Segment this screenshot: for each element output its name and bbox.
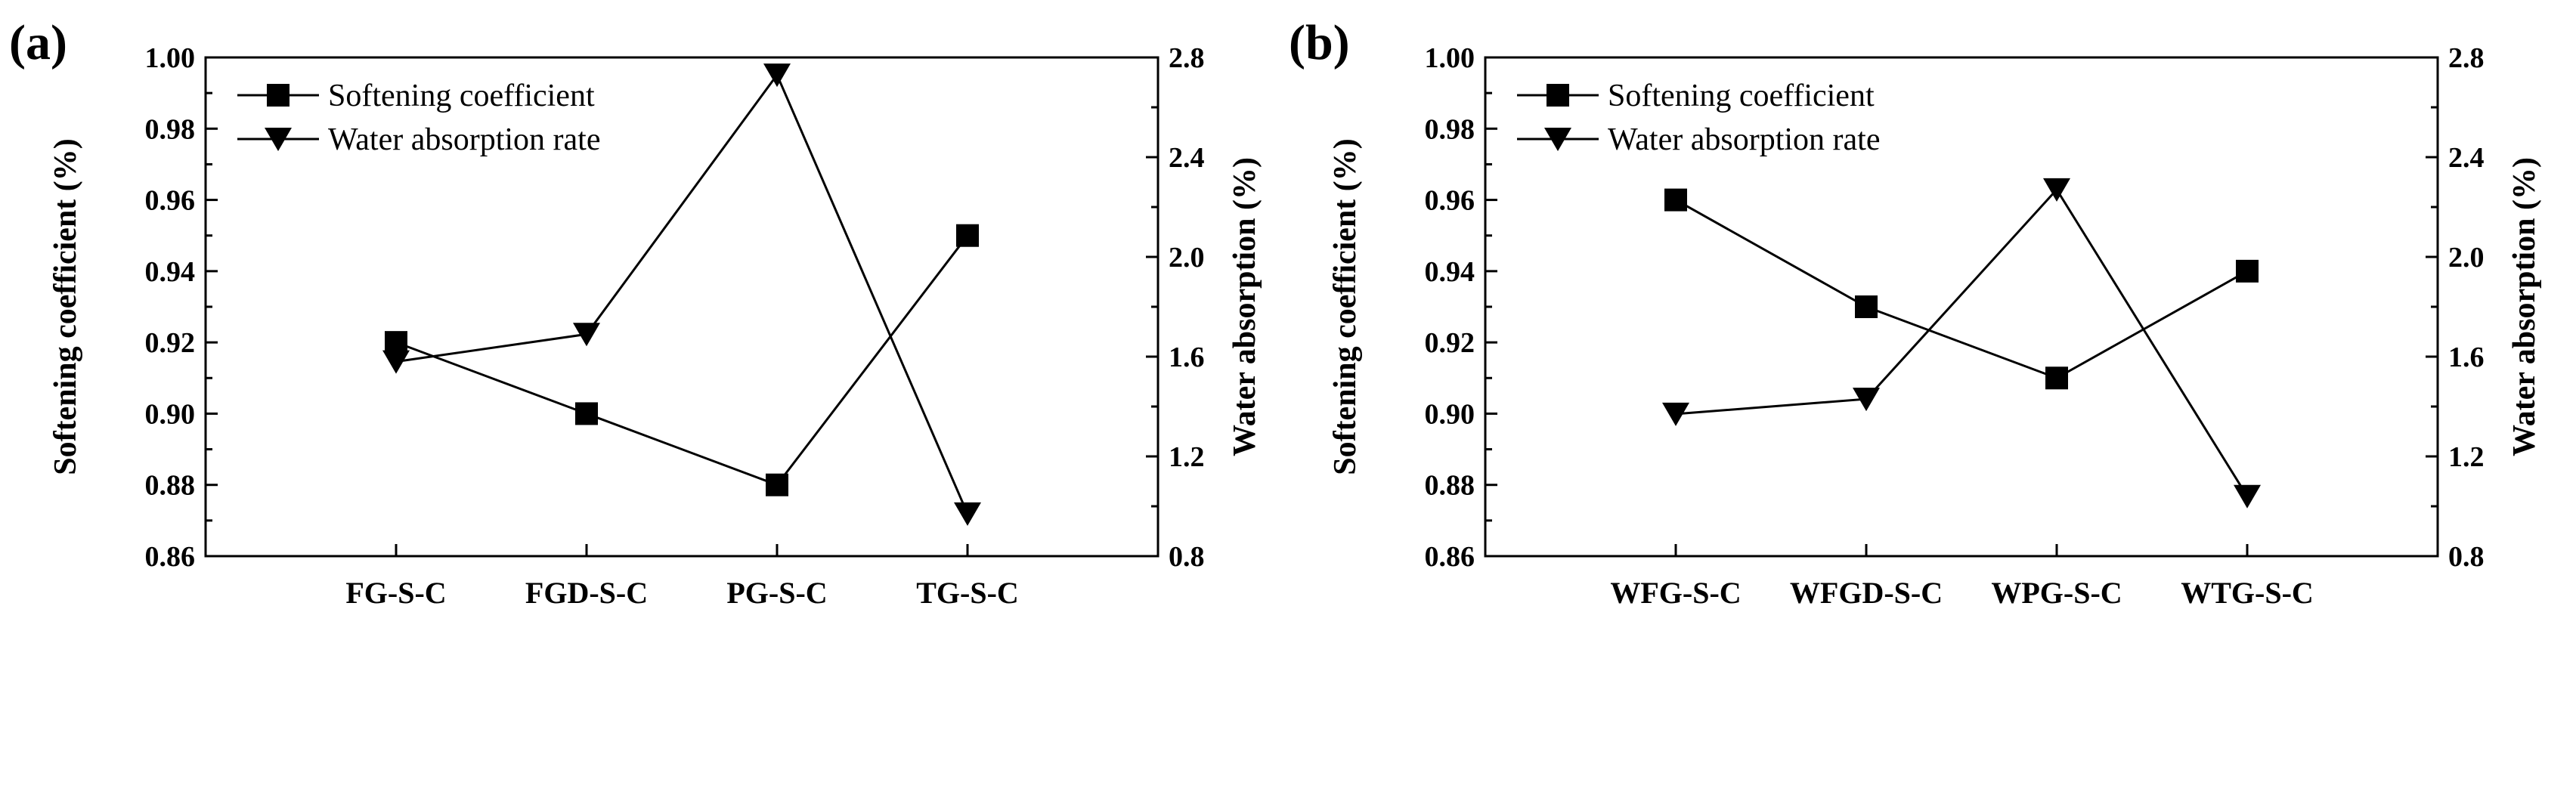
triangle-down-marker	[1662, 402, 1689, 426]
right-y-tick-label: 1.6	[1169, 342, 1205, 373]
triangle-down-marker	[763, 63, 791, 88]
series-water-absorption-rate	[1662, 178, 2261, 509]
left-y-tick-label: 0.94	[1425, 256, 1475, 288]
legend: Softening coefficient Water absorption ra…	[1517, 79, 1880, 157]
square-marker	[956, 224, 979, 247]
legend-label: Softening coefficient	[1608, 79, 1875, 113]
series-line	[1675, 187, 2249, 497]
x-category-label: FGD-S-C	[525, 576, 648, 610]
series-line	[395, 73, 969, 515]
x-category-label: WTG-S-C	[2181, 576, 2314, 610]
right-y-tick-label: 1.6	[2448, 342, 2485, 373]
chart-panel-b: (b) 0.86 0.88 0.90 0.92 0.94 0.96 0.98 1.00 0.8 1.…	[1289, 15, 2542, 610]
right-y-tick-label: 2.4	[1169, 142, 1205, 174]
x-category-label: FG-S-C	[345, 576, 446, 610]
right-y-tick-label: 2.8	[1169, 42, 1205, 74]
chart-panel-a: (a) 0.86 0.88 0.90 0.92 0.94 0.96 0.98 1.00 0.8 1.…	[9, 15, 1262, 610]
triangle-down-marker	[1853, 388, 1880, 412]
square-marker	[2045, 366, 2068, 390]
left-y-tick-label: 0.92	[1425, 327, 1475, 359]
legend-label: Water absorption rate	[328, 122, 600, 157]
panel-label: (a)	[9, 15, 67, 70]
triangle-down-marker	[954, 502, 981, 526]
left-y-tick-label: 0.92	[145, 327, 196, 359]
square-marker	[575, 402, 598, 425]
left-y-tick-label: 0.86	[145, 541, 196, 573]
left-y-tick-label: 0.88	[145, 470, 196, 502]
left-y-tick-label: 0.98	[1425, 113, 1475, 145]
square-marker	[1547, 84, 1569, 107]
triangle-down-marker	[1544, 128, 1571, 151]
right-y-axis-title: Water absorption (%)	[2507, 157, 2542, 456]
right-y-tick-label: 0.8	[2448, 541, 2485, 573]
left-y-tick-label: 0.96	[1425, 185, 1475, 217]
series-line	[395, 234, 969, 487]
x-category-label: WFG-S-C	[1610, 576, 1741, 610]
triangle-down-marker	[382, 350, 410, 374]
left-y-tick-label: 0.96	[145, 185, 196, 217]
triangle-down-marker	[2043, 178, 2070, 202]
series-water-absorption-rate	[382, 63, 981, 526]
left-y-axis-title: Softening coefficient (%)	[1328, 138, 1363, 475]
left-y-tick-label: 0.88	[1425, 470, 1475, 502]
square-marker	[1664, 188, 1687, 212]
legend: Softening coefficient Water absorption ra…	[237, 79, 600, 157]
square-marker	[2236, 259, 2259, 283]
square-marker	[267, 84, 289, 107]
right-y-tick-label: 2.0	[2448, 242, 2485, 274]
right-y-tick-label: 2.4	[2448, 142, 2485, 174]
x-category-label: WPG-S-C	[1991, 576, 2122, 610]
left-y-tick-label: 0.94	[145, 256, 196, 288]
triangle-down-marker	[573, 323, 600, 347]
right-y-tick-label: 1.2	[2448, 441, 2485, 473]
right-y-tick-label: 2.0	[1169, 242, 1205, 274]
x-category-label: WFGD-S-C	[1790, 576, 1943, 610]
square-marker	[385, 331, 407, 354]
x-category-label: PG-S-C	[726, 576, 827, 610]
square-marker	[766, 473, 788, 496]
left-y-tick-label: 0.98	[145, 113, 196, 145]
square-marker	[1855, 295, 1878, 318]
right-y-tick-label: 2.8	[2448, 42, 2485, 74]
right-y-tick-label: 1.2	[1169, 441, 1205, 473]
right-y-tick-label: 0.8	[1169, 541, 1205, 573]
legend-label: Water absorption rate	[1608, 122, 1880, 157]
series-softening-coefficient	[1664, 188, 2259, 390]
left-y-axis-title: Softening coefficient (%)	[48, 138, 83, 475]
legend-label: Softening coefficient	[328, 79, 595, 113]
x-category-label: TG-S-C	[916, 576, 1019, 610]
left-y-tick-label: 0.90	[1425, 398, 1475, 430]
series-line	[1675, 199, 2248, 379]
triangle-down-marker	[265, 128, 292, 151]
right-y-axis-title: Water absorption (%)	[1228, 157, 1262, 456]
left-y-tick-label: 1.00	[145, 42, 196, 74]
left-y-tick-label: 0.86	[1425, 541, 1475, 573]
left-y-tick-label: 1.00	[1425, 42, 1475, 74]
left-y-tick-label: 0.90	[145, 398, 196, 430]
panel-label: (b)	[1289, 15, 1350, 70]
series-softening-coefficient	[385, 224, 979, 496]
triangle-down-marker	[2234, 484, 2261, 509]
